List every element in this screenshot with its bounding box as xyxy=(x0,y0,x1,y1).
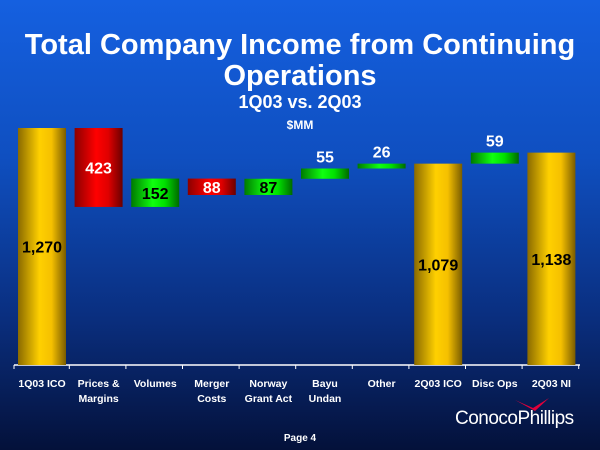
x-tick-label: Undan xyxy=(309,393,342,405)
bar-9 xyxy=(527,152,576,365)
data-label: 55 xyxy=(316,149,334,166)
data-label: 1,270 xyxy=(22,240,62,257)
chart-subtitle: 1Q03 vs. 2Q03 xyxy=(238,92,362,112)
bar-0 xyxy=(18,128,66,365)
bar-1 xyxy=(74,128,123,207)
bar-8 xyxy=(470,152,519,164)
conocophillips-logo: ConocoPhillips xyxy=(455,398,574,430)
x-tick-label: Norway xyxy=(249,378,287,390)
x-tick-label: Grant Act xyxy=(245,393,293,405)
chart-title: Total Company Income from Continuing Ope… xyxy=(24,29,576,92)
data-label: 1,079 xyxy=(418,257,458,274)
bar-7 xyxy=(414,163,463,365)
bar-5 xyxy=(301,168,349,179)
bar-3 xyxy=(187,178,236,195)
x-tick-label: Other xyxy=(368,378,396,390)
data-label: 1,138 xyxy=(531,252,571,269)
x-tick-label: 2Q03 NI xyxy=(532,378,571,390)
data-label: 26 xyxy=(373,145,391,162)
x-tick-label: Merger xyxy=(194,378,229,390)
bar-6 xyxy=(357,163,406,169)
x-tick-label: Margins xyxy=(78,393,118,405)
data-label: 59 xyxy=(486,134,504,151)
bar-4 xyxy=(244,178,293,195)
x-tick-label: 2Q03 ICO xyxy=(415,378,462,390)
data-label: 88 xyxy=(203,180,221,197)
data-label: 87 xyxy=(260,180,278,197)
x-tick-label: Disc Ops xyxy=(472,378,518,390)
x-tick-label: Prices & xyxy=(78,378,120,390)
page-number: Page 4 xyxy=(283,433,317,444)
data-label: 152 xyxy=(142,186,169,203)
bar-2 xyxy=(131,178,180,207)
x-tick-label: Costs xyxy=(197,393,226,405)
logo-swoosh-icon xyxy=(515,398,549,411)
unit-label: $MM xyxy=(286,118,314,132)
data-label: 423 xyxy=(85,160,112,177)
x-tick-label: Bayu xyxy=(312,378,338,390)
x-tick-label: Volumes xyxy=(134,378,177,390)
logo-text: ConocoPhillips xyxy=(455,408,574,429)
x-tick-label: 1Q03 ICO xyxy=(18,378,65,390)
